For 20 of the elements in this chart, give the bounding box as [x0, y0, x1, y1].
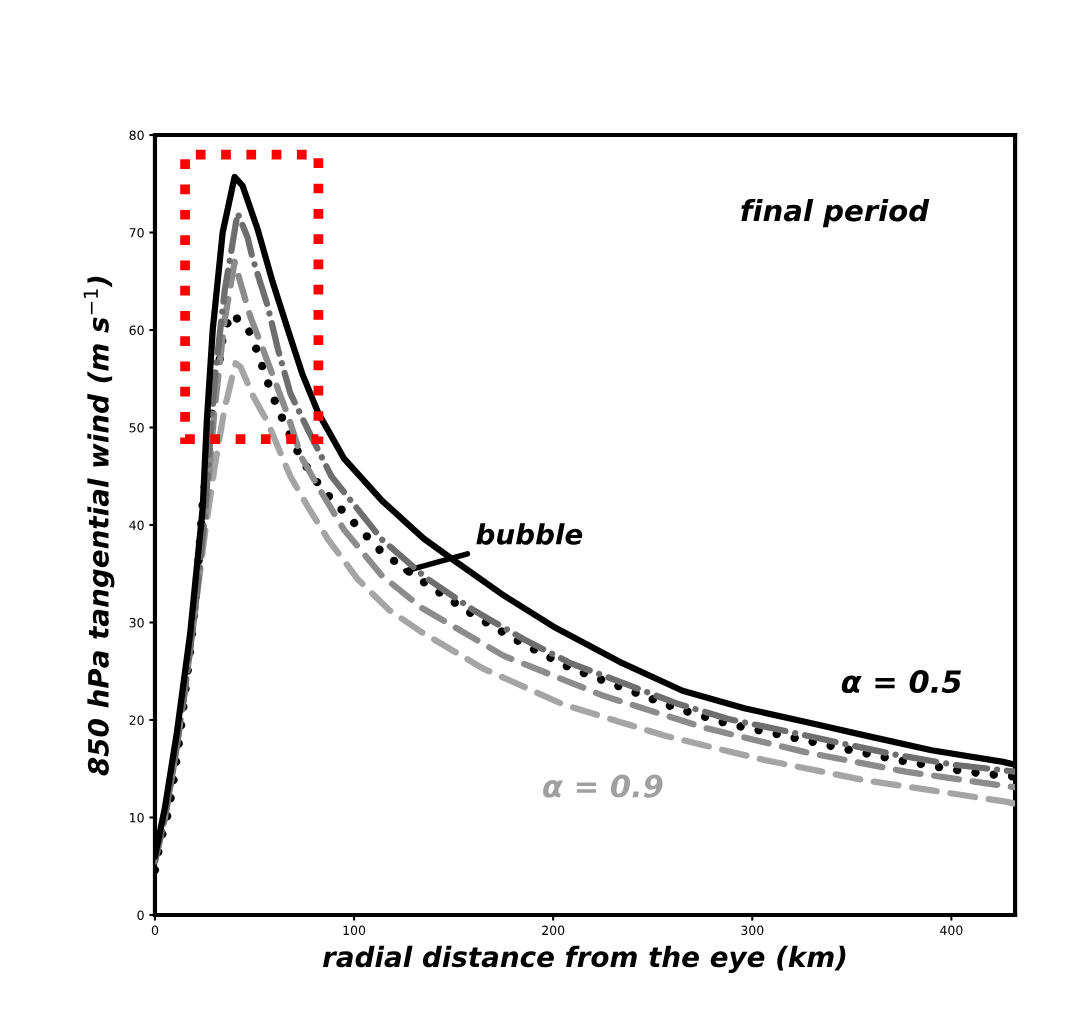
x-tick-label: 200 [542, 925, 565, 936]
x-tick-label: 100 [343, 925, 366, 936]
y-tick-label: 80 [129, 130, 144, 140]
annotation: α = 0.5 [841, 669, 962, 694]
y-tick-label: 10 [130, 812, 144, 823]
y-tick-label: 70 [129, 228, 144, 238]
y-tick-label: 0 [137, 910, 144, 920]
x-tick-label: 0 [151, 925, 159, 936]
x-tick-label: 300 [741, 925, 764, 936]
annotation: α = 0.9 [543, 774, 663, 798]
y-tick-label: 60 [129, 325, 144, 335]
y-tick-label: 20 [129, 715, 144, 725]
x-axis-title: radial distance from the eye (km) [322, 945, 846, 973]
x-tick-label: 400 [940, 925, 963, 936]
y-tick-label: 50 [129, 422, 144, 433]
annotation: bubble [476, 523, 583, 545]
annotation: final period [741, 198, 930, 228]
y-tick-label: 30 [129, 617, 144, 628]
y-axis-title: 850 hPa tangential wind (m s$^{−1}$) [83, 276, 115, 776]
y-tick-label: 40 [129, 520, 144, 530]
